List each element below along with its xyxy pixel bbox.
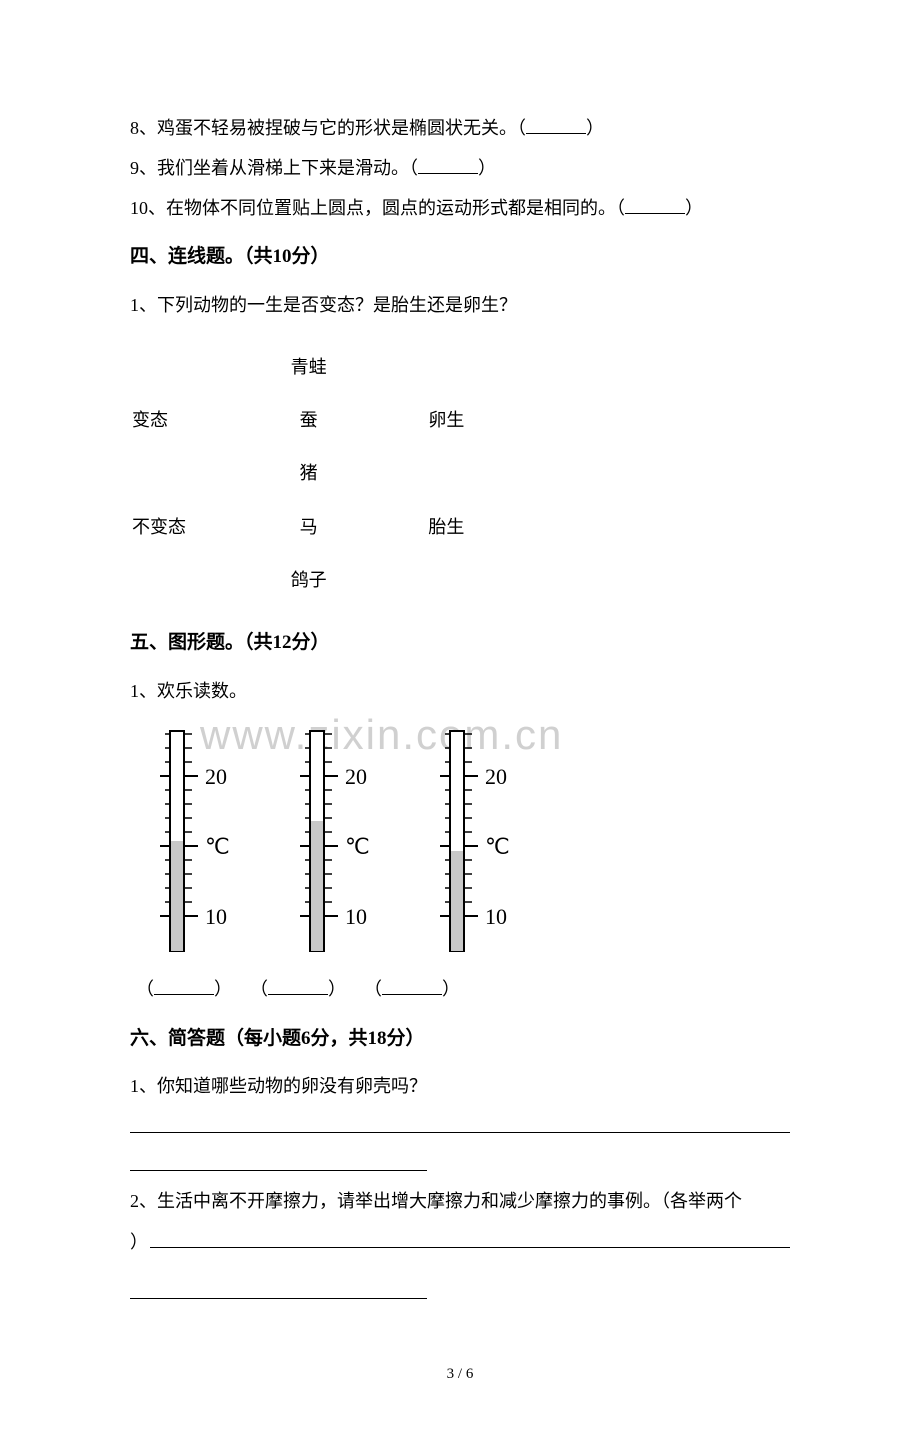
thermometer-1: 20 ℃ 10 — [130, 721, 250, 961]
question-8: 8、鸡蛋不轻易被捏破与它的形状是椭圆状无关。（ ） — [130, 110, 790, 148]
question-10-text: 10、在物体不同位置贴上圆点，圆点的运动形式都是相同的。（ — [130, 198, 625, 218]
answer-close-3: ） — [442, 979, 460, 999]
svg-text:℃: ℃ — [205, 834, 230, 859]
section-4-prompt: 1、下列动物的一生是否变态？是胎生还是卵生？ — [130, 287, 790, 325]
answer-line-1a[interactable] — [130, 1108, 790, 1133]
label-oviparous: 卵生 — [369, 395, 524, 446]
section-6-q2: 2、生活中离不开摩擦力，请举出增大摩擦力和减少摩擦力的事例。（各举两个 — [130, 1183, 790, 1221]
animal-frog: 青蛙 — [250, 342, 366, 393]
svg-text:20: 20 — [485, 764, 507, 789]
figure-blank-1[interactable] — [154, 977, 214, 995]
svg-text:20: 20 — [205, 764, 227, 789]
table-row: 青蛙 — [132, 342, 524, 393]
svg-text:10: 10 — [485, 904, 507, 929]
answer-line-2a[interactable] — [150, 1222, 790, 1247]
thermometer-2: 20 ℃ 10 — [270, 721, 390, 961]
question-10: 10、在物体不同位置贴上圆点，圆点的运动形式都是相同的。（ ） — [130, 190, 790, 228]
section-6-header: 六、简答题（每小题6分，共18分） — [130, 1019, 790, 1059]
section-6-q2-line: ） — [130, 1222, 790, 1261]
page-number: 3 / 6 — [130, 1359, 790, 1391]
section-6-q2-close: ） — [130, 1224, 148, 1262]
question-9: 9、我们坐着从滑梯上下来是滑动。（ ） — [130, 150, 790, 188]
answer-line-1b[interactable] — [130, 1145, 427, 1170]
animal-silkworm: 蚕 — [250, 395, 366, 446]
figure-blank-2[interactable] — [268, 977, 328, 995]
table-row: 鸽子 — [132, 555, 524, 606]
blank-9[interactable] — [418, 156, 478, 174]
svg-text:℃: ℃ — [485, 834, 510, 859]
label-metamorphosis: 变态 — [132, 395, 248, 446]
section-4-header: 四、连线题。（共10分） — [130, 237, 790, 277]
answer-open-2: （ — [250, 979, 268, 999]
animal-pigeon: 鸽子 — [250, 555, 366, 606]
question-9-text: 9、我们坐着从滑梯上下来是滑动。（ — [130, 158, 418, 178]
close-paren-10: ） — [685, 198, 703, 218]
label-viviparous: 胎生 — [369, 502, 524, 553]
animal-pig: 猪 — [250, 448, 366, 499]
close-paren-8: ） — [586, 118, 604, 138]
blank-8[interactable] — [526, 116, 586, 134]
thermometer-container: www.zixin.com.cn 20℃10 20℃10 20℃10 — [130, 721, 790, 961]
section-6-q1: 1、你知道哪些动物的卵没有卵壳吗？ — [130, 1068, 790, 1106]
animal-horse: 马 — [250, 502, 366, 553]
table-row: 猪 — [132, 448, 524, 499]
table-row: 变态 蚕 卵生 — [132, 395, 524, 446]
label-no-metamorphosis: 不变态 — [132, 502, 248, 553]
matching-table: 青蛙 变态 蚕 卵生 猪 不变态 马 胎生 鸽子 — [130, 340, 526, 608]
question-8-text: 8、鸡蛋不轻易被捏破与它的形状是椭圆状无关。（ — [130, 118, 526, 138]
answer-open-1: （ — [136, 979, 154, 999]
table-row: 不变态 马 胎生 — [132, 502, 524, 553]
section-6-q2-text: 2、生活中离不开摩擦力，请举出增大摩擦力和减少摩擦力的事例。（各举两个 — [130, 1191, 742, 1211]
svg-text:20: 20 — [345, 764, 367, 789]
figure-blank-3[interactable] — [382, 977, 442, 995]
svg-text:10: 10 — [205, 904, 227, 929]
answer-close-1: ） — [214, 979, 232, 999]
thermometer-3: 20 ℃ 10 — [410, 721, 530, 961]
answer-open-3: （ — [364, 979, 382, 999]
blank-10[interactable] — [625, 196, 685, 214]
answer-line-2b[interactable] — [130, 1273, 427, 1298]
section-5-header: 五、图形题。（共12分） — [130, 623, 790, 663]
svg-text:℃: ℃ — [345, 834, 370, 859]
figure-answers: （ ） （ ） （ ） — [136, 971, 790, 1009]
close-paren-9: ） — [478, 158, 496, 178]
answer-close-2: ） — [328, 979, 346, 999]
svg-text:10: 10 — [345, 904, 367, 929]
